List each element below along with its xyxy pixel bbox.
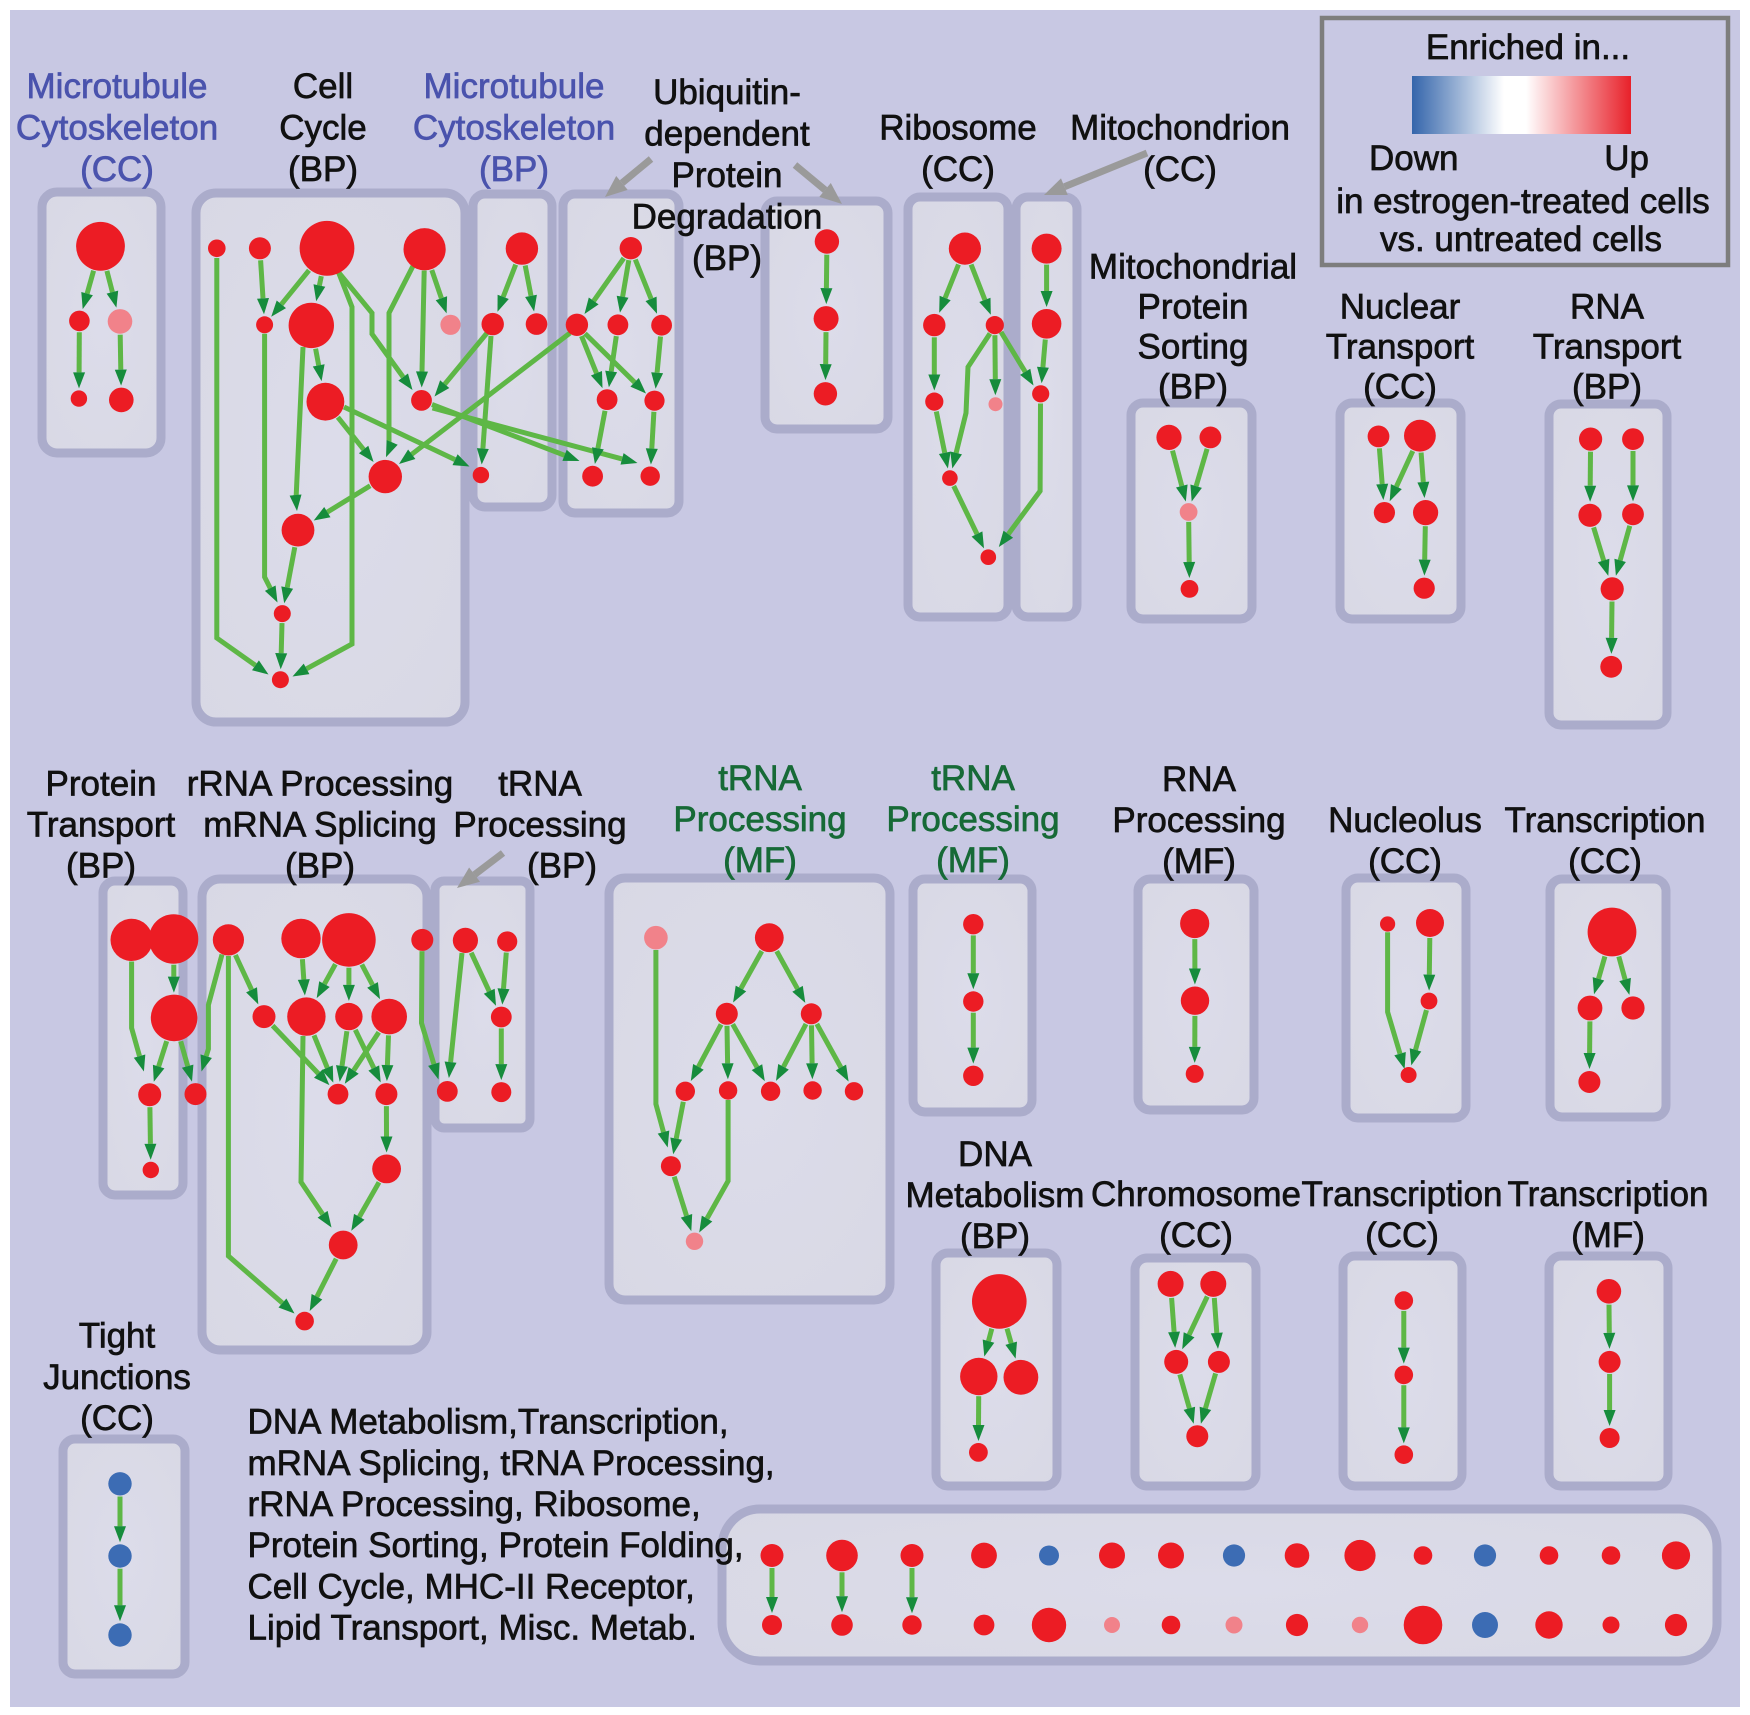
svg-text:Transport: Transport [1326,328,1475,367]
svg-text:Microtubule: Microtubule [424,67,605,106]
svg-text:(CC): (CC) [1159,1216,1233,1255]
svg-text:tRNA: tRNA [498,765,582,804]
svg-text:RNA: RNA [1162,760,1237,799]
svg-text:Ubiquitin-: Ubiquitin- [653,73,801,112]
svg-text:Processing: Processing [886,800,1059,839]
svg-text:Transport: Transport [27,806,176,845]
svg-text:Transport: Transport [1533,328,1682,367]
svg-text:Up: Up [1604,139,1649,178]
svg-text:Sorting: Sorting [1138,328,1249,367]
svg-text:Degradation: Degradation [632,198,823,237]
svg-text:(CC): (CC) [80,150,154,189]
svg-text:tRNA: tRNA [718,759,802,798]
svg-text:Ribosome: Ribosome [879,109,1037,148]
svg-text:Transcription: Transcription [1508,1175,1709,1214]
svg-text:(BP): (BP) [285,847,355,886]
svg-text:(CC): (CC) [1363,368,1437,407]
svg-text:(BP): (BP) [527,847,597,886]
svg-text:Cell Cycle, MHC-II Receptor,: Cell Cycle, MHC-II Receptor, [248,1567,695,1606]
svg-text:in estrogen-treated cells: in estrogen-treated cells [1336,182,1710,221]
svg-text:(CC): (CC) [1365,1216,1439,1255]
svg-text:(BP): (BP) [692,239,762,278]
svg-text:RNA: RNA [1570,288,1645,327]
svg-text:Cytoskeleton: Cytoskeleton [413,109,615,148]
svg-text:(BP): (BP) [1158,368,1228,407]
svg-text:rRNA Processing: rRNA Processing [187,765,453,804]
svg-text:Protein: Protein [46,765,157,804]
svg-text:Mitochondrion: Mitochondrion [1070,109,1290,148]
svg-text:DNA: DNA [958,1135,1033,1174]
svg-text:Lipid Transport, Misc. Metab.: Lipid Transport, Misc. Metab. [248,1609,697,1648]
svg-text:(CC): (CC) [1568,842,1642,881]
svg-text:Cytoskeleton: Cytoskeleton [16,109,218,148]
svg-text:Transcription: Transcription [1302,1175,1503,1214]
svg-text:(CC): (CC) [1368,842,1442,881]
svg-text:Transcription: Transcription [1505,801,1706,840]
svg-text:mRNA Splicing: mRNA Splicing [203,806,436,845]
svg-text:Nucleolus: Nucleolus [1328,801,1482,840]
svg-text:(CC): (CC) [80,1399,154,1438]
svg-text:(MF): (MF) [723,841,797,880]
svg-text:Protein: Protein [672,156,783,195]
svg-text:Enriched in...: Enriched in... [1426,28,1630,67]
svg-text:Metabolism: Metabolism [906,1176,1085,1215]
svg-text:Cell: Cell [293,67,353,106]
svg-text:Cycle: Cycle [279,109,367,148]
svg-text:Protein: Protein [1138,288,1249,327]
svg-text:Junctions: Junctions [43,1358,191,1397]
svg-text:Processing: Processing [673,800,846,839]
svg-text:Down: Down [1369,139,1458,178]
svg-text:(BP): (BP) [960,1217,1030,1256]
svg-text:(BP): (BP) [479,150,549,189]
svg-text:Processing: Processing [453,806,626,845]
svg-text:(CC): (CC) [921,150,995,189]
svg-text:(BP): (BP) [66,847,136,886]
svg-text:DNA Metabolism,Transcription,: DNA Metabolism,Transcription, [248,1403,729,1442]
svg-text:Tight: Tight [79,1317,156,1356]
svg-text:(CC): (CC) [1143,150,1217,189]
svg-text:Protein Sorting, Protein Foldi: Protein Sorting, Protein Folding, [248,1526,744,1565]
svg-text:Nuclear: Nuclear [1340,288,1461,327]
svg-text:Mitochondrial: Mitochondrial [1089,248,1297,287]
svg-text:dependent: dependent [644,115,810,154]
svg-text:Chromosome: Chromosome [1091,1175,1301,1214]
svg-text:vs. untreated cells: vs. untreated cells [1380,220,1662,259]
svg-text:(BP): (BP) [288,150,358,189]
svg-text:mRNA Splicing, tRNA Processing: mRNA Splicing, tRNA Processing, [248,1444,775,1483]
svg-text:(MF): (MF) [1162,842,1236,881]
svg-text:tRNA: tRNA [931,759,1015,798]
svg-text:rRNA Processing, Ribosome,: rRNA Processing, Ribosome, [248,1485,701,1524]
svg-text:Microtubule: Microtubule [27,67,208,106]
svg-text:Processing: Processing [1112,801,1285,840]
svg-text:(MF): (MF) [936,841,1010,880]
svg-text:(MF): (MF) [1571,1216,1645,1255]
svg-text:(BP): (BP) [1572,368,1642,407]
